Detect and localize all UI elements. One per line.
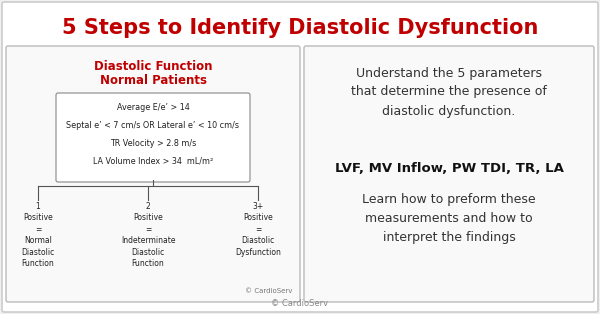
Text: Understand the 5 parameters
that determine the presence of
diastolic dysfunction: Understand the 5 parameters that determi… (351, 67, 547, 117)
Text: 2
Positive
=
Indeterminate
Diastolic
Function: 2 Positive = Indeterminate Diastolic Fun… (121, 202, 175, 268)
Text: 3+
Positive
=
Diastolic
Dysfunction: 3+ Positive = Diastolic Dysfunction (235, 202, 281, 257)
Text: © CardioServ: © CardioServ (271, 299, 329, 308)
Text: 1
Positive
=
Normal
Diastolic
Function: 1 Positive = Normal Diastolic Function (22, 202, 55, 268)
Text: Average E/e’ > 14: Average E/e’ > 14 (116, 102, 190, 111)
Text: TR Velocity > 2.8 m/s: TR Velocity > 2.8 m/s (110, 138, 196, 148)
Text: 5 Steps to Identify Diastolic Dysfunction: 5 Steps to Identify Diastolic Dysfunctio… (62, 18, 538, 38)
FancyBboxPatch shape (56, 93, 250, 182)
FancyBboxPatch shape (304, 46, 594, 302)
FancyBboxPatch shape (6, 46, 300, 302)
Text: Diastolic Function: Diastolic Function (94, 59, 212, 73)
Text: Septal e’ < 7 cm/s OR Lateral e’ < 10 cm/s: Septal e’ < 7 cm/s OR Lateral e’ < 10 cm… (67, 121, 239, 129)
Text: LVF, MV Inflow, PW TDI, TR, LA: LVF, MV Inflow, PW TDI, TR, LA (335, 161, 563, 175)
Text: © CardioServ: © CardioServ (245, 288, 292, 294)
Text: Normal Patients: Normal Patients (100, 73, 206, 86)
Text: LA Volume Index > 34  mL/m²: LA Volume Index > 34 mL/m² (93, 156, 213, 165)
Text: Learn how to preform these
measurements and how to
interpret the findings: Learn how to preform these measurements … (362, 192, 536, 243)
